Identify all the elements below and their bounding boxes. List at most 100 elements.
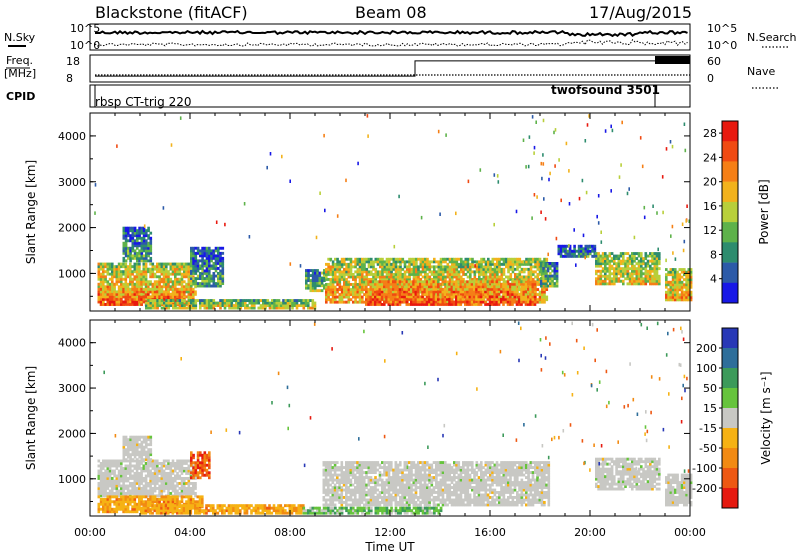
range-gate-cell bbox=[524, 282, 528, 286]
range-gate-cell bbox=[452, 292, 456, 296]
range-gate-cell bbox=[631, 264, 634, 268]
range-gate-cell bbox=[203, 301, 207, 305]
range-gate-cell bbox=[108, 482, 112, 485]
range-gate-cell bbox=[133, 303, 137, 306]
range-gate-cell bbox=[167, 459, 170, 463]
range-gate-cell bbox=[165, 474, 168, 478]
range-gate-cell bbox=[479, 297, 483, 301]
range-gate-cell bbox=[126, 472, 130, 475]
range-gate-cell bbox=[136, 241, 139, 245]
range-gate-cell bbox=[580, 249, 583, 253]
range-gate-cell bbox=[433, 270, 436, 274]
range-gate-cell bbox=[111, 482, 114, 485]
range-gate-cell bbox=[147, 244, 150, 248]
range-gate-cell bbox=[439, 287, 442, 291]
range-gate-cell bbox=[383, 275, 387, 279]
range-gate-cell bbox=[520, 280, 523, 284]
range-gate-cell bbox=[406, 275, 409, 279]
range-gate-cell bbox=[122, 489, 125, 493]
range-gate-cell bbox=[113, 484, 116, 488]
range-gate-cell bbox=[97, 489, 101, 493]
range-gate-cell bbox=[307, 274, 310, 277]
range-gate-cell bbox=[527, 275, 531, 279]
range-gate-cell bbox=[385, 282, 388, 286]
range-gate-cell bbox=[108, 303, 112, 306]
range-gate-cell bbox=[153, 280, 157, 284]
range-gate-cell bbox=[183, 280, 186, 284]
range-gate-cell bbox=[122, 487, 125, 490]
scatter-cell bbox=[437, 129, 440, 134]
range-gate-cell bbox=[642, 277, 645, 281]
range-gate-cell bbox=[475, 267, 479, 271]
range-gate-cell bbox=[541, 300, 544, 304]
range-gate-cell bbox=[190, 269, 193, 273]
range-gate-cell bbox=[356, 270, 360, 274]
range-gate-cell bbox=[482, 257, 486, 261]
range-gate-cell bbox=[426, 275, 429, 279]
range-gate-cell bbox=[196, 267, 200, 270]
range-gate-cell bbox=[421, 262, 425, 266]
range-gate-cell bbox=[199, 251, 202, 255]
range-gate-cell bbox=[192, 269, 195, 273]
range-gate-cell bbox=[651, 269, 654, 273]
range-gate-cell bbox=[169, 479, 173, 483]
range-gate-cell bbox=[676, 273, 679, 277]
range-gate-cell bbox=[488, 280, 492, 284]
range-gate-cell bbox=[347, 270, 351, 274]
range-gate-cell bbox=[325, 267, 328, 271]
range-gate-cell bbox=[201, 249, 204, 253]
range-gate-cell bbox=[665, 275, 668, 279]
range-gate-cell bbox=[331, 267, 335, 271]
range-gate-cell bbox=[340, 293, 344, 296]
range-gate-cell bbox=[498, 290, 501, 294]
range-gate-cell bbox=[167, 474, 170, 478]
range-gate-cell bbox=[667, 270, 670, 274]
range-gate-cell bbox=[511, 257, 515, 261]
range-gate-cell bbox=[371, 290, 375, 294]
range-gate-cell bbox=[479, 280, 483, 284]
range-gate-cell bbox=[138, 287, 141, 291]
range-gate-cell bbox=[102, 272, 105, 276]
range-gate-cell bbox=[428, 280, 431, 284]
colorbar-tick-label: 8 bbox=[710, 249, 717, 262]
range-gate-cell bbox=[365, 287, 368, 291]
range-gate-cell bbox=[410, 280, 413, 284]
range-gate-cell bbox=[624, 262, 627, 266]
range-gate-cell bbox=[518, 270, 522, 274]
range-gate-cell bbox=[162, 290, 166, 294]
range-gate-cell bbox=[113, 459, 116, 463]
range-gate-cell bbox=[194, 292, 197, 296]
range-gate-cell bbox=[167, 304, 171, 307]
range-gate-cell bbox=[365, 267, 369, 271]
range-gate-cell bbox=[593, 249, 597, 253]
range-gate-cell bbox=[293, 304, 297, 307]
range-gate-cell bbox=[502, 300, 505, 304]
range-gate-cell bbox=[378, 297, 382, 301]
range-gate-cell bbox=[180, 262, 184, 266]
range-gate-cell bbox=[511, 267, 515, 271]
range-gate-cell bbox=[484, 300, 487, 304]
range-gate-cell bbox=[446, 288, 450, 291]
scatter-cell bbox=[641, 164, 644, 169]
range-gate-cell bbox=[347, 300, 351, 304]
range-gate-cell bbox=[604, 267, 607, 271]
range-gate-cell bbox=[131, 236, 135, 240]
range-gate-cell bbox=[120, 275, 123, 279]
range-gate-cell bbox=[430, 280, 433, 284]
range-gate-cell bbox=[497, 303, 501, 306]
range-gate-cell bbox=[633, 272, 636, 276]
range-gate-cell bbox=[613, 267, 616, 271]
range-gate-cell bbox=[126, 265, 130, 269]
range-gate-cell bbox=[599, 274, 603, 278]
range-gate-cell bbox=[665, 293, 668, 297]
range-gate-cell bbox=[158, 469, 161, 473]
range-gate-cell bbox=[573, 247, 576, 251]
range-gate-cell bbox=[469, 267, 472, 271]
range-gate-cell bbox=[176, 489, 179, 493]
range-gate-cell bbox=[97, 287, 101, 291]
range-gate-cell bbox=[439, 260, 443, 264]
range-gate-cell bbox=[167, 472, 170, 475]
range-gate-cell bbox=[122, 265, 125, 269]
range-gate-cell bbox=[676, 270, 679, 274]
range-gate-cell bbox=[358, 290, 362, 294]
